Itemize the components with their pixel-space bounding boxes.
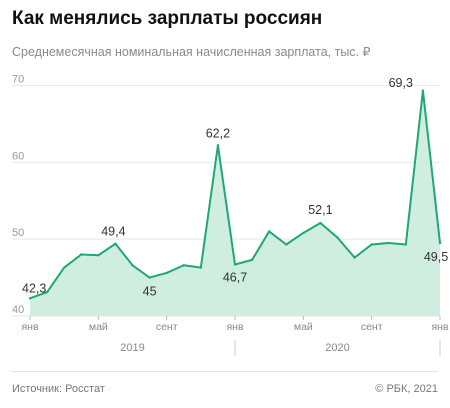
y-tick-label: 40 [12, 304, 24, 316]
data-point [302, 231, 305, 235]
x-tick-label: янв [431, 321, 448, 333]
data-point [28, 297, 32, 300]
data-point [148, 276, 151, 279]
data-point [114, 242, 117, 245]
data-point [182, 264, 185, 267]
data-point [250, 258, 254, 262]
data-label: 49,5 [424, 250, 448, 264]
data-point [336, 236, 339, 239]
source-label: Источник: Росстат [12, 383, 105, 395]
data-point [131, 264, 134, 267]
y-tick-label: 70 [12, 73, 24, 85]
data-point [97, 254, 100, 257]
data-point [319, 221, 322, 225]
data-label: 46,7 [223, 270, 247, 284]
data-point [80, 253, 83, 256]
data-point [404, 243, 408, 246]
data-point [438, 241, 442, 245]
data-point [233, 263, 237, 266]
data-label: 42,3 [22, 281, 46, 295]
year-label: 2019 [120, 342, 144, 354]
y-tick-label: 50 [12, 227, 24, 239]
data-label: 62,2 [206, 126, 230, 140]
x-tick-label: янв [226, 321, 243, 333]
data-point [45, 290, 49, 294]
data-point [165, 271, 168, 275]
chart-title: Как менялись зарплаты россиян [12, 8, 323, 29]
data-label: 52,1 [308, 203, 332, 217]
area-fill [30, 90, 440, 316]
year-label: 2020 [325, 342, 349, 354]
x-tick-label: сент [361, 321, 383, 333]
data-point [353, 256, 356, 259]
footer-divider [12, 371, 438, 372]
data-point [421, 89, 425, 92]
x-tick-label: май [294, 321, 313, 333]
chart-subtitle: Среднемесячная номинальная начисленная з… [12, 45, 371, 59]
data-point [370, 243, 373, 246]
copyright-label: © РБК, 2021 [375, 383, 438, 395]
x-tick-label: май [89, 321, 108, 333]
data-point [387, 241, 390, 245]
data-point [285, 243, 288, 246]
x-tick-label: сент [156, 321, 178, 333]
data-label: 49,4 [101, 225, 125, 239]
data-label: 45 [143, 285, 157, 299]
data-point [199, 266, 203, 269]
data-label: 69,3 [389, 76, 413, 90]
x-tick-label: янв [21, 321, 38, 333]
data-point [267, 230, 271, 233]
data-point [62, 266, 66, 269]
y-tick-label: 60 [12, 150, 24, 162]
data-point [216, 144, 220, 147]
